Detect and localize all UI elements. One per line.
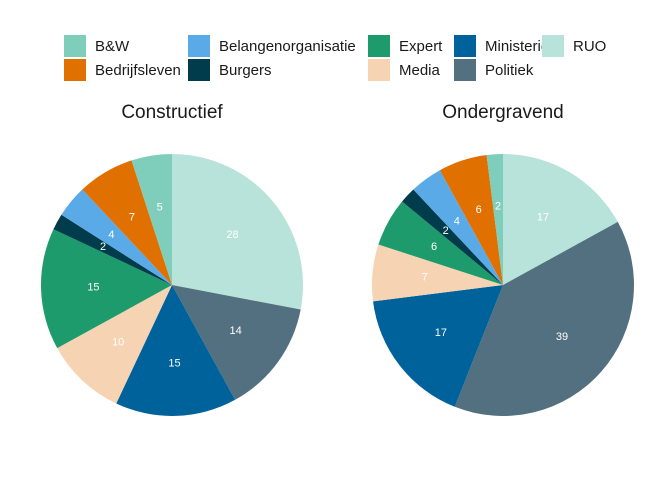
pie-slice-belangenorganisatie — [413, 170, 503, 285]
pie-slice-burgers — [53, 214, 173, 285]
pie-slice-expert — [41, 229, 172, 349]
pie-slice-ruo — [172, 154, 303, 310]
pie-slice-politiek — [172, 285, 301, 400]
legend-item-belangenorganisatie: Belangenorganisatie — [188, 34, 356, 58]
legend-label: Bedrijfsleven — [95, 61, 181, 79]
pie-slice-expert — [378, 201, 503, 285]
legend-swatch — [542, 35, 564, 57]
pie-slice-media — [57, 285, 172, 404]
pie-slice-bedrijfsleven — [82, 160, 172, 285]
pie-slice-ministerie — [373, 285, 503, 407]
slice-value-label: 4 — [108, 229, 114, 241]
slice-value-label: 14 — [229, 325, 241, 337]
legend-item-media: Media — [368, 58, 440, 82]
slice-value-label: 17 — [435, 327, 447, 339]
pie-slice-bedrijfsleven — [439, 155, 503, 285]
legend-swatch — [454, 35, 476, 57]
legend-item-ministerie: Ministerie — [454, 34, 549, 58]
slice-value-label: 2 — [495, 201, 501, 213]
pie-slice-politiek — [454, 221, 634, 417]
legend-item-b-w: B&W — [64, 34, 129, 58]
slice-value-label: 5 — [157, 201, 163, 213]
legend-swatch — [188, 35, 210, 57]
slice-value-label: 28 — [226, 229, 238, 241]
slice-value-label: 17 — [537, 211, 549, 223]
pie-constructief: Constructief 28 14 15 10 15 24 7 5 — [41, 102, 303, 416]
slice-value-label: 39 — [556, 331, 568, 343]
legend-label: Media — [399, 61, 440, 79]
legend-swatch — [64, 59, 86, 81]
legend-label: RUO — [573, 37, 607, 55]
pie-slice-media — [371, 244, 503, 302]
pie-slice-ministerie — [116, 285, 236, 416]
legend-item-burgers: Burgers — [188, 58, 272, 82]
legend-item-ruo: RUO — [542, 34, 606, 58]
pie-slice-b-w — [131, 154, 172, 285]
legend-swatch — [64, 35, 86, 57]
legend-label: Expert — [399, 37, 443, 55]
legend: B&W Bedrijfsleven Belangenorganisatie Burge… — [64, 34, 664, 84]
legend-swatch — [368, 35, 390, 57]
legend-item-politiek: Politiek — [454, 58, 533, 82]
pie-slice-ruo — [503, 154, 618, 285]
legend-label: Ministerie — [485, 37, 550, 55]
legend-item-bedrijfsleven: Bedrijfsleven — [64, 58, 181, 82]
slice-value-label: 7 — [422, 272, 428, 284]
legend-label: Burgers — [219, 61, 272, 79]
legend-swatch — [368, 59, 390, 81]
legend-label: B&W — [95, 37, 130, 55]
chart-title: Ondergravend — [442, 102, 563, 123]
slice-value-label: 6 — [476, 204, 482, 216]
slice-value-label: 6 — [431, 241, 437, 253]
slice-value-label: 15 — [87, 281, 99, 293]
slice-value-label: 7 — [129, 211, 135, 223]
legend-label: Politiek — [485, 61, 534, 79]
slice-value-label: 4 — [454, 215, 460, 227]
pie-slice-belangenorganisatie — [61, 189, 172, 285]
legend-label: Belangenorganisatie — [219, 37, 356, 55]
slice-value-label: 10 — [112, 336, 124, 348]
pie-slice-burgers — [402, 189, 503, 285]
slice-value-label: 2 — [100, 241, 106, 253]
legend-swatch — [188, 59, 210, 81]
slice-value-label: 15 — [168, 358, 180, 370]
legend-swatch — [454, 59, 476, 81]
pie-slice-b-w — [486, 154, 503, 285]
legend-item-expert: Expert — [368, 34, 442, 58]
slice-value-label: 2 — [443, 225, 449, 237]
chart-title: Constructief — [121, 102, 223, 123]
